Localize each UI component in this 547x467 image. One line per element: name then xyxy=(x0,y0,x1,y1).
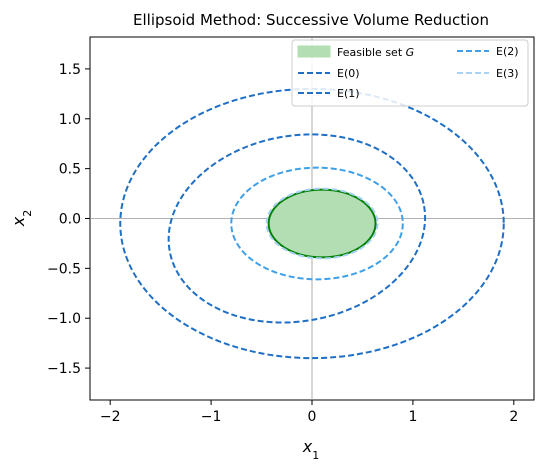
ellipsoid-1-curve xyxy=(167,133,427,324)
x-tick-label: 2 xyxy=(509,409,518,425)
feasible-set-region xyxy=(267,188,377,259)
y-tick-label: 0.0 xyxy=(59,212,81,228)
y-axis-ticks: −1.5 −1.0 −0.5 0.0 0.5 1.0 1.5 xyxy=(47,62,90,377)
y-axis-label: x2 xyxy=(9,210,34,227)
feasible-set-ellipse xyxy=(267,188,377,259)
y-tick-label: −0.5 xyxy=(47,261,81,277)
x-axis-label: x1 xyxy=(302,437,319,462)
x-tick-label: −2 xyxy=(100,409,121,425)
ellipsoid-2-curve xyxy=(230,166,404,281)
legend-label-ellipsoid-2: E(2) xyxy=(496,45,519,58)
y-tick-label: 1.5 xyxy=(59,62,81,78)
ellipsoid-3-curve xyxy=(265,187,379,260)
y-tick-label: −1.0 xyxy=(47,311,81,327)
y-tick-label: −1.5 xyxy=(47,361,81,377)
legend-swatch-feasible xyxy=(297,45,331,58)
legend-label-ellipsoid-1: E(1) xyxy=(337,87,360,100)
legend-box xyxy=(291,39,529,107)
legend: Feasible set G E(0) E(1) E(2) E(3) xyxy=(291,39,529,107)
x-axis-ticks: −2 −1 0 1 2 xyxy=(100,400,518,425)
legend-label-feasible: Feasible set G xyxy=(337,46,414,59)
x-tick-label: −1 xyxy=(201,409,222,425)
x-tick-label: 1 xyxy=(408,409,417,425)
chart-title: Ellipsoid Method: Successive Volume Redu… xyxy=(133,11,489,29)
legend-label-ellipsoid-0: E(0) xyxy=(337,67,360,80)
y-tick-label: 0.5 xyxy=(59,162,81,178)
x-tick-label: 0 xyxy=(308,409,317,425)
legend-label-ellipsoid-3: E(3) xyxy=(496,67,519,80)
y-tick-label: 1.0 xyxy=(59,112,81,128)
